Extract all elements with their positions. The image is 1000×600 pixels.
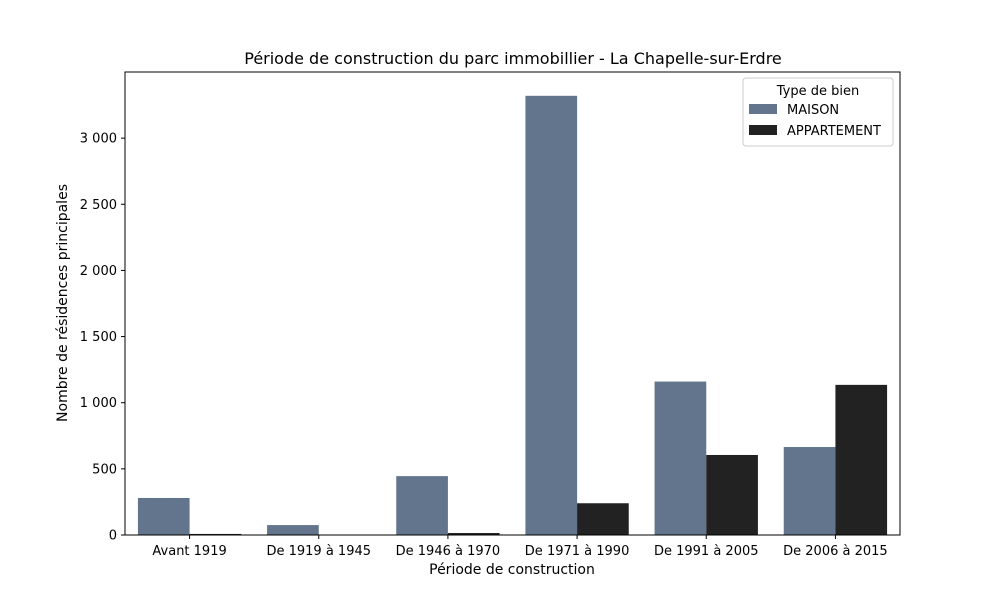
y-tick-label: 1 500 <box>80 330 117 345</box>
y-tick-label: 0 <box>109 529 117 544</box>
y-axis: 0 500 1 000 1 500 2 000 2 500 3 000 <box>80 132 125 544</box>
y-axis-label: Nombre de résidences principales <box>55 184 71 422</box>
bar-maison <box>137 497 190 535</box>
x-axis-label: Période de construction <box>429 562 595 578</box>
legend: Type de bien MAISON APPARTEMENT <box>742 77 894 147</box>
y-tick-label: 3 000 <box>80 132 117 147</box>
plot-frame <box>124 71 901 536</box>
bar-appartement <box>577 503 629 535</box>
x-axis: Avant 1919 De 1919 à 1945 De 1946 à 1970 De… <box>152 535 888 559</box>
chart-title: Période de construction du parc immobill… <box>244 49 782 68</box>
x-tick-label: Avant 1919 <box>152 544 226 559</box>
bar-appartement <box>447 533 500 535</box>
x-tick-label: De 1991 à 2005 <box>654 544 759 559</box>
x-tick-label: De 2006 à 2015 <box>783 544 888 559</box>
bar-maison <box>267 525 319 535</box>
x-tick-label: De 1919 à 1945 <box>266 544 371 559</box>
bar-maison <box>396 476 448 535</box>
legend-label-appartement: APPARTEMENT <box>787 124 881 139</box>
bar-appartement <box>189 533 242 535</box>
legend-frame <box>742 77 894 147</box>
bar-maison <box>783 447 836 535</box>
bar-appartement <box>706 454 758 535</box>
x-tick-label: De 1946 à 1970 <box>396 544 501 559</box>
legend-swatch-maison <box>749 104 777 114</box>
y-tick-label: 2 500 <box>80 198 117 213</box>
legend-label-maison: MAISON <box>787 103 839 118</box>
y-tick-label: 1 000 <box>80 396 117 411</box>
bar-appartement <box>835 384 888 535</box>
y-tick-label: 500 <box>92 462 117 477</box>
y-tick-label: 2 000 <box>80 264 117 279</box>
bar-maison <box>654 381 707 535</box>
x-tick-label: De 1971 à 1990 <box>525 544 630 559</box>
legend-title: Type de bien <box>776 84 859 99</box>
legend-swatch-appartement <box>749 125 777 135</box>
bar-maison <box>525 95 578 535</box>
plot-area <box>124 71 901 536</box>
